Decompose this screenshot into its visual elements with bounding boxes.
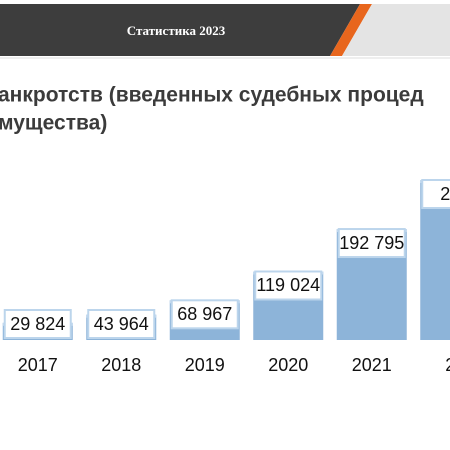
value-label-box [87, 309, 156, 339]
value-label: 278 [440, 184, 450, 204]
chart-title: анкротств (введенных судебных процед [0, 84, 424, 107]
value-label-box [421, 179, 450, 209]
chart-title: мущества) [0, 112, 107, 135]
value-label-box [254, 270, 323, 301]
header-title: Статистика 2023 [127, 23, 226, 38]
value-label-box [3, 309, 72, 339]
value-label: 119 024 [256, 275, 320, 295]
header-gray [342, 4, 450, 56]
x-tick-label: 2017 [18, 355, 58, 375]
value-label: 192 795 [339, 233, 404, 253]
header-stripe [330, 4, 372, 56]
value-label: 29 824 [10, 314, 65, 334]
value-label: 68 967 [177, 304, 232, 324]
x-tick-label: 2018 [101, 355, 141, 375]
value-label: 43 964 [94, 314, 149, 334]
x-tick-label: 2020 [268, 355, 308, 375]
header-band [0, 4, 360, 56]
x-tick-label: 2019 [185, 355, 225, 375]
value-label-box [337, 228, 406, 259]
x-tick-label: 2021 [352, 355, 392, 375]
value-label-box [170, 299, 239, 330]
x-tick-label: 20 [445, 355, 450, 375]
